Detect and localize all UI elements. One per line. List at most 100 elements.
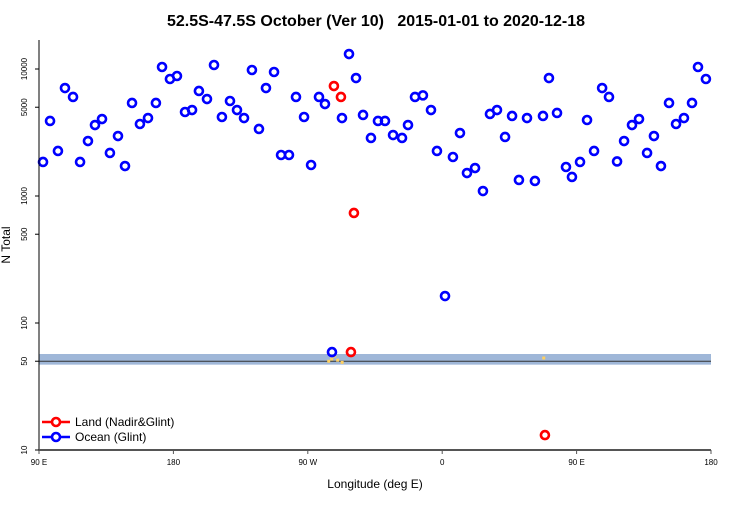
- ocean-point: [208, 59, 220, 71]
- y-axis-label: N Total: [0, 226, 13, 263]
- ocean-point: [626, 119, 638, 131]
- y-tick-label: 10: [20, 445, 29, 454]
- ocean-point: [396, 132, 408, 144]
- ocean-point: [89, 119, 101, 131]
- ocean-point: [112, 130, 124, 142]
- ocean-point: [537, 110, 549, 122]
- ocean-point: [633, 113, 645, 125]
- ocean-point: [156, 61, 168, 73]
- ocean-point: [596, 82, 608, 94]
- ocean-point: [417, 90, 429, 101]
- ocean-point: [648, 130, 660, 142]
- land-point: [539, 429, 551, 441]
- ocean-point: [126, 97, 138, 109]
- ocean-point: [425, 104, 437, 116]
- ocean-point: [59, 82, 71, 94]
- ocean-point: [439, 290, 451, 302]
- ocean-point: [581, 114, 593, 126]
- ocean-point: [521, 112, 533, 124]
- y-tick-label: 5000: [20, 98, 29, 116]
- y-tick-label: 100: [20, 316, 29, 330]
- ocean-point: [313, 91, 325, 103]
- ocean-point: [700, 73, 712, 85]
- ocean-point: [326, 346, 338, 358]
- ocean-point: [119, 160, 131, 172]
- legend-marker: [50, 431, 62, 443]
- ocean-point: [231, 104, 243, 116]
- ocean-point: [499, 131, 511, 143]
- ocean-point: [193, 85, 205, 97]
- chart-title: 52.5S-47.5S October (Ver 10) 2015-01-01 …: [167, 13, 585, 30]
- ocean-point: [37, 156, 49, 168]
- ocean-point: [290, 91, 302, 103]
- legend: Land (Nadir&Glint)Ocean (Glint): [42, 415, 174, 444]
- minor-mark: [327, 359, 331, 363]
- x-tick-label: 90 W: [298, 458, 317, 467]
- ocean-point: [336, 112, 348, 124]
- ocean-point: [201, 93, 213, 105]
- ocean-point: [543, 72, 555, 84]
- ocean-point: [96, 113, 108, 125]
- ocean-point: [379, 115, 391, 127]
- ocean-point: [52, 145, 64, 157]
- x-tick-label: 90 E: [568, 458, 584, 467]
- ocean-point: [238, 112, 250, 124]
- land-point: [328, 80, 340, 92]
- y-tick-label: 500: [20, 227, 29, 241]
- ocean-point: [566, 171, 578, 183]
- ocean-point: [283, 149, 295, 161]
- ocean-point: [82, 135, 94, 147]
- ocean-point: [104, 147, 116, 159]
- ocean-point: [343, 48, 355, 60]
- ocean-point: [551, 107, 563, 119]
- legend-marker: [50, 416, 62, 428]
- minor-mark: [542, 356, 546, 360]
- ocean-point: [461, 167, 473, 179]
- ocean-point: [678, 112, 690, 124]
- ocean-point: [402, 119, 414, 131]
- land-point: [348, 207, 360, 219]
- ocean-point: [67, 91, 79, 103]
- x-tick-label: 180: [167, 458, 181, 467]
- ocean-point: [253, 123, 265, 135]
- minor-mark: [330, 357, 334, 361]
- ocean-point: [506, 110, 518, 122]
- ocean-point: [268, 66, 280, 78]
- ocean-point: [477, 185, 489, 197]
- ocean-point: [447, 151, 459, 163]
- minor-mark: [340, 360, 344, 364]
- ocean-point: [469, 162, 481, 174]
- y-tick-label: 10000: [20, 57, 29, 80]
- ocean-point: [305, 159, 317, 171]
- legend-label: Land (Nadir&Glint): [75, 415, 174, 429]
- ocean-point: [655, 160, 667, 172]
- ocean-point: [216, 111, 228, 123]
- ocean-point: [670, 118, 682, 130]
- ocean-point: [142, 112, 154, 124]
- ocean-point: [513, 174, 525, 186]
- ocean-point: [246, 64, 258, 76]
- ocean-point: [150, 97, 162, 109]
- ocean-point: [686, 97, 698, 109]
- land-point: [335, 91, 347, 103]
- ocean-point: [387, 129, 399, 141]
- ocean-point: [611, 156, 623, 167]
- ocean-point: [319, 98, 331, 110]
- ocean-point: [44, 115, 56, 127]
- reference-band: [39, 354, 711, 365]
- x-axis-label: Longitude (deg E): [327, 477, 422, 491]
- x-tick-label: 0: [440, 458, 445, 467]
- ocean-point: [588, 145, 600, 157]
- x-tick-label: 90 E: [31, 458, 47, 467]
- ocean-point: [186, 104, 198, 116]
- legend-label: Ocean (Glint): [75, 430, 146, 444]
- ocean-point: [574, 156, 586, 168]
- ocean-point: [224, 95, 236, 107]
- x-tick-label: 180: [704, 458, 718, 467]
- ocean-point: [529, 175, 541, 187]
- ocean-point: [618, 135, 630, 147]
- ocean-point: [171, 70, 183, 82]
- ocean-point: [134, 118, 146, 130]
- ocean-point: [74, 156, 86, 168]
